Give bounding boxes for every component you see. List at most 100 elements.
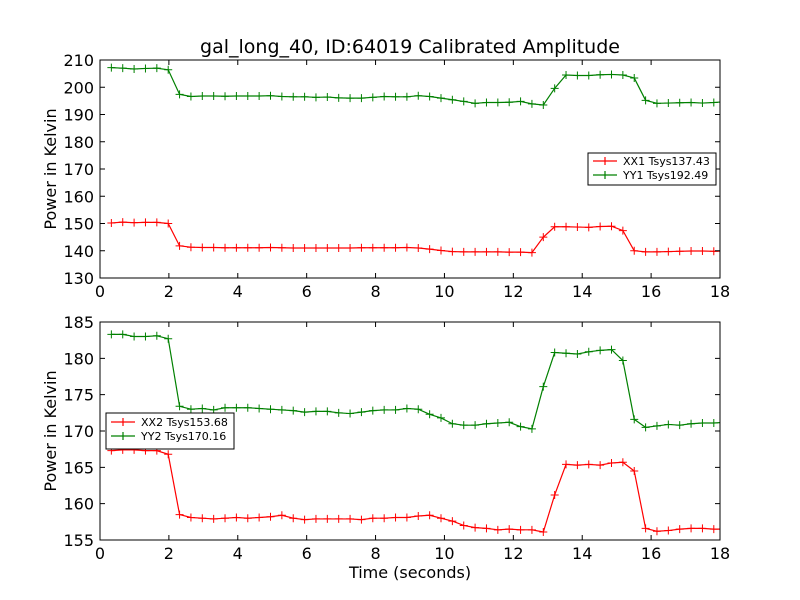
- y-tick-label: 160: [63, 187, 94, 206]
- data-point: [243, 514, 252, 523]
- data-point: [527, 99, 536, 108]
- data-point: [505, 248, 514, 257]
- data-point: [652, 527, 661, 536]
- data-point: [596, 222, 605, 231]
- data-point: [255, 404, 264, 413]
- data-point: [414, 512, 423, 521]
- data-point: [687, 524, 696, 533]
- data-point: [550, 348, 559, 357]
- data-point: [516, 248, 525, 257]
- data-point: [641, 96, 650, 105]
- data-point: [232, 243, 241, 252]
- data-point: [311, 514, 320, 523]
- y-tick-label: 170: [63, 160, 94, 179]
- data-point: [675, 247, 684, 256]
- data-point: [562, 222, 571, 231]
- x-tick-label: 8: [370, 282, 380, 301]
- data-point: [346, 94, 355, 103]
- data-point: [380, 92, 389, 101]
- data-point: [357, 94, 366, 103]
- x-tick-label: 4: [233, 544, 243, 563]
- data-point: [573, 223, 582, 232]
- data-point: [539, 100, 548, 109]
- data-point: [266, 243, 275, 252]
- data-point: [266, 512, 275, 521]
- data-point: [118, 218, 127, 227]
- data-point: [652, 421, 661, 430]
- data-point: [186, 405, 195, 414]
- x-tick-label: 10: [434, 544, 454, 563]
- data-point: [289, 406, 298, 415]
- x-tick-label: 4: [233, 282, 243, 301]
- data-point: [164, 334, 173, 343]
- data-point: [607, 458, 616, 467]
- data-point: [391, 92, 400, 101]
- data-point: [698, 524, 707, 533]
- legend-label: XX1 Tsys137.43: [623, 155, 710, 168]
- data-point: [130, 332, 139, 341]
- data-point: [437, 413, 445, 422]
- y-tick-label: 175: [63, 386, 94, 405]
- data-point: [664, 420, 673, 429]
- data-point: [289, 244, 298, 253]
- data-point: [221, 514, 230, 523]
- data-point: [300, 92, 309, 101]
- data-point: [323, 407, 332, 416]
- data-point: [152, 218, 161, 227]
- y-tick-label: 160: [63, 495, 94, 514]
- data-point: [471, 523, 480, 532]
- data-point: [402, 513, 411, 522]
- legend-label: XX2 Tsys153.68: [141, 416, 228, 429]
- data-point: [357, 515, 366, 524]
- y-tick-label: 130: [63, 269, 94, 288]
- y-tick-label: 165: [63, 458, 94, 477]
- data-point: [164, 450, 173, 459]
- data-point: [380, 514, 389, 523]
- data-point: [175, 241, 184, 250]
- data-point: [186, 513, 195, 522]
- data-point: [107, 330, 116, 339]
- y-axis-label: Power in Kelvin: [41, 370, 60, 491]
- data-point: [311, 93, 320, 102]
- data-point: [346, 409, 355, 418]
- data-point: [527, 248, 536, 257]
- data-point: [334, 514, 343, 523]
- data-point: [289, 514, 298, 523]
- y-tick-label: 180: [63, 349, 94, 368]
- x-tick-label: 16: [641, 544, 661, 563]
- data-point: [141, 64, 150, 73]
- data-point: [209, 91, 218, 100]
- data-point: [664, 247, 673, 256]
- data-point: [368, 406, 377, 415]
- x-tick-label: 14: [572, 282, 592, 301]
- y-tick-label: 210: [63, 51, 94, 70]
- data-point: [459, 97, 468, 106]
- data-point: [175, 90, 184, 99]
- data-point: [357, 243, 366, 252]
- data-point: [687, 98, 696, 107]
- data-point: [277, 243, 286, 252]
- data-point: [527, 525, 536, 534]
- data-point: [402, 404, 411, 413]
- data-point: [164, 219, 173, 228]
- data-point: [232, 403, 241, 412]
- data-point: [482, 524, 491, 533]
- data-point: [118, 330, 127, 339]
- data-point: [618, 226, 627, 235]
- data-point: [539, 382, 548, 391]
- data-point: [380, 243, 389, 252]
- y-tick-label: 190: [63, 106, 94, 125]
- data-point: [209, 514, 218, 523]
- data-point: [243, 91, 252, 100]
- data-point: [721, 98, 729, 106]
- data-point: [323, 244, 332, 253]
- x-tick-label: 12: [503, 544, 523, 563]
- data-point: [266, 91, 275, 100]
- data-point: [562, 70, 571, 79]
- data-point: [493, 247, 502, 256]
- x-tick-label: 2: [164, 544, 174, 563]
- data-point: [255, 513, 264, 522]
- data-point: [607, 70, 616, 79]
